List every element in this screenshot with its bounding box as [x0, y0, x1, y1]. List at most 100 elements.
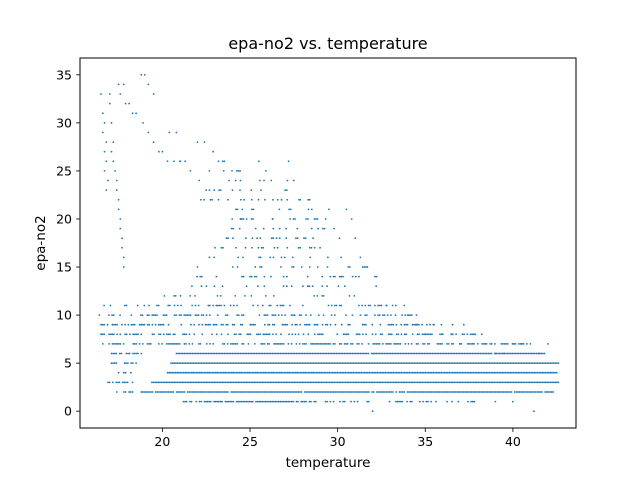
data-point: [552, 362, 555, 364]
data-point: [506, 371, 508, 374]
data-point: [405, 371, 408, 374]
data-point: [503, 362, 505, 364]
data-point: [399, 381, 401, 384]
data-point: [405, 333, 408, 336]
data-point: [305, 391, 308, 393]
data-point: [420, 352, 423, 355]
data-point: [233, 304, 235, 307]
data-point: [281, 304, 283, 307]
data-point: [473, 391, 476, 393]
data-point: [276, 400, 278, 403]
data-point: [350, 391, 353, 393]
data-point: [315, 323, 317, 326]
data-point: [120, 352, 123, 355]
data-point: [184, 160, 187, 163]
data-point: [297, 391, 300, 393]
data-point: [531, 391, 534, 393]
data-point: [397, 333, 400, 336]
data-point: [212, 391, 215, 393]
data-point: [133, 333, 136, 336]
data-point: [383, 381, 385, 384]
data-point: [527, 371, 529, 374]
data-point: [259, 381, 262, 384]
data-point: [296, 371, 299, 374]
data-point: [231, 266, 234, 268]
data-point: [446, 391, 449, 393]
data-point: [336, 391, 338, 393]
data-point: [185, 400, 188, 403]
data-point: [429, 381, 432, 384]
data-point: [211, 371, 214, 374]
data-point: [510, 391, 513, 393]
data-point: [463, 381, 465, 384]
data-point: [181, 352, 184, 355]
data-point: [329, 323, 332, 326]
data-point: [185, 333, 188, 336]
data-point: [276, 304, 279, 307]
data-point: [201, 333, 204, 336]
data-point: [233, 333, 236, 336]
data-point: [226, 381, 229, 384]
data-point: [471, 352, 474, 355]
data-point: [389, 323, 391, 326]
data-point: [189, 371, 191, 374]
data-point: [278, 208, 281, 211]
data-point: [425, 352, 427, 355]
data-point: [229, 343, 232, 345]
data-point: [343, 381, 345, 384]
data-point: [132, 323, 135, 326]
data-point: [390, 314, 392, 316]
data-point: [278, 237, 281, 240]
data-point: [474, 362, 477, 364]
data-point: [267, 371, 270, 374]
y-tick-label: 20: [56, 211, 72, 226]
data-point: [275, 381, 278, 384]
data-point: [114, 323, 117, 326]
data-point: [183, 381, 185, 384]
data-point: [313, 333, 316, 336]
data-point: [165, 343, 168, 345]
data-point: [477, 371, 480, 374]
data-point: [517, 352, 520, 355]
data-point: [372, 352, 375, 355]
data-point: [368, 362, 371, 364]
data-point: [251, 208, 253, 211]
data-point: [435, 381, 438, 384]
data-point: [243, 391, 245, 393]
data-point: [223, 304, 226, 307]
data-point: [253, 371, 256, 374]
data-point: [268, 333, 271, 336]
data-point: [414, 391, 417, 393]
data-point: [241, 314, 243, 316]
data-point: [240, 362, 243, 364]
data-point: [143, 391, 146, 393]
data-point: [310, 208, 313, 211]
data-point: [406, 371, 409, 374]
data-point: [392, 391, 394, 393]
data-point: [193, 323, 196, 326]
data-point: [174, 295, 177, 297]
data-point: [101, 112, 104, 115]
data-point: [311, 391, 314, 393]
data-point: [272, 227, 275, 230]
data-point: [514, 381, 517, 384]
data-point: [327, 256, 329, 259]
data-point: [406, 314, 409, 316]
data-point: [111, 323, 114, 326]
data-point: [194, 352, 197, 355]
data-point: [233, 343, 235, 345]
data-point: [210, 371, 212, 374]
data-point: [299, 371, 302, 374]
data-point: [262, 246, 265, 249]
data-point: [131, 112, 134, 115]
data-point: [408, 371, 411, 374]
data-point: [255, 381, 257, 384]
data-point: [115, 189, 118, 192]
data-point: [384, 391, 386, 393]
data-point: [279, 381, 281, 384]
data-point: [214, 391, 217, 393]
data-point: [219, 391, 221, 393]
data-point: [453, 352, 456, 355]
data-point: [478, 391, 481, 393]
data-point: [112, 352, 114, 355]
